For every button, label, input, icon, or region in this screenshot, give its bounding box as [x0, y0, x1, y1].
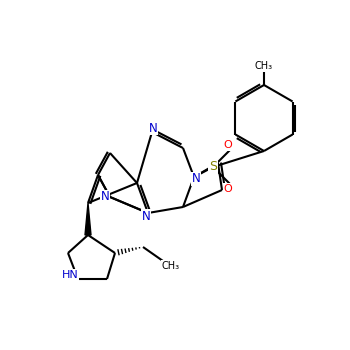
Text: HN: HN: [62, 270, 78, 280]
Text: O: O: [224, 140, 232, 150]
Text: CH₃: CH₃: [255, 61, 273, 71]
Text: CH₃: CH₃: [162, 261, 180, 271]
Text: N: N: [142, 210, 150, 223]
Text: N: N: [192, 173, 200, 186]
Text: N: N: [101, 190, 109, 203]
Text: S: S: [209, 161, 217, 174]
Polygon shape: [85, 203, 91, 235]
Text: N: N: [149, 121, 158, 134]
Text: O: O: [224, 184, 232, 194]
